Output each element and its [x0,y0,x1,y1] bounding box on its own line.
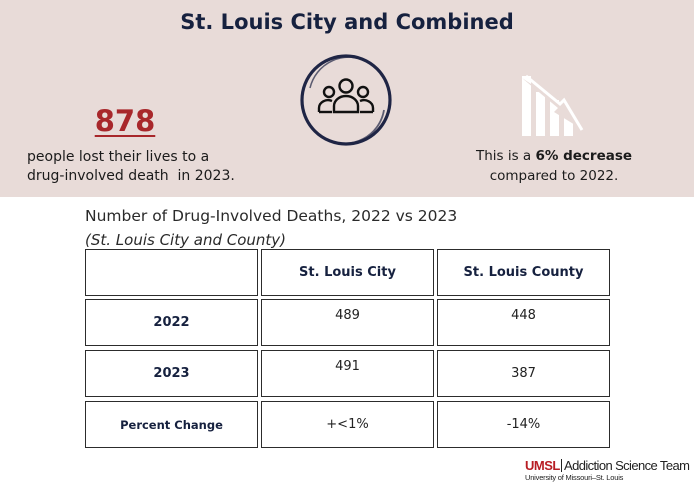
row-percent-county: -14% [437,401,610,448]
logo-subtitle: University of Missouri–St. Louis [525,473,624,482]
row-percent-city: +<1% [261,401,434,448]
logo-brand: UMSL [525,458,560,473]
total-deaths-number: 878 [94,104,156,138]
change-description: This is a 6% decrease compared to 2022. [454,146,654,186]
logo-team: Addiction Science Team [564,458,690,473]
row-2023-city: 491 [261,350,434,397]
row-2023-county: 387 [437,350,610,397]
table-header-city: St. Louis City [261,249,434,296]
row-label-2023: 2023 [85,350,258,397]
row-label-percent-change: Percent Change [85,401,258,448]
table-header-empty [85,249,258,296]
table-subtitle: (St. Louis City and County) [85,231,287,249]
table-title: Number of Drug-Involved Deaths, 2022 vs … [85,207,458,225]
stat-desc-line2: drug-involved death in 2023. [27,168,235,184]
row-2022-city: 489 [261,299,434,346]
total-deaths-description: people lost their lives to a drug-involv… [27,148,287,186]
table-header-county: St. Louis County [437,249,610,296]
row-2022-county: 448 [437,299,610,346]
change-suffix: compared to 2022. [489,168,619,184]
people-group-icon [300,54,392,146]
header-banner: St. Louis City and Combined 878 people l… [0,0,694,197]
change-value: 6% decrease [535,148,633,164]
change-prefix: This is a [475,148,536,164]
page-title: St. Louis City and Combined [180,10,514,34]
row-label-2022: 2022 [85,299,258,346]
umsl-logo: UMSL Addiction Science Team University o… [525,458,691,484]
declining-chart-icon [522,74,584,136]
stat-desc-line1: people lost their lives to a [27,149,210,165]
logo-divider [561,459,562,472]
